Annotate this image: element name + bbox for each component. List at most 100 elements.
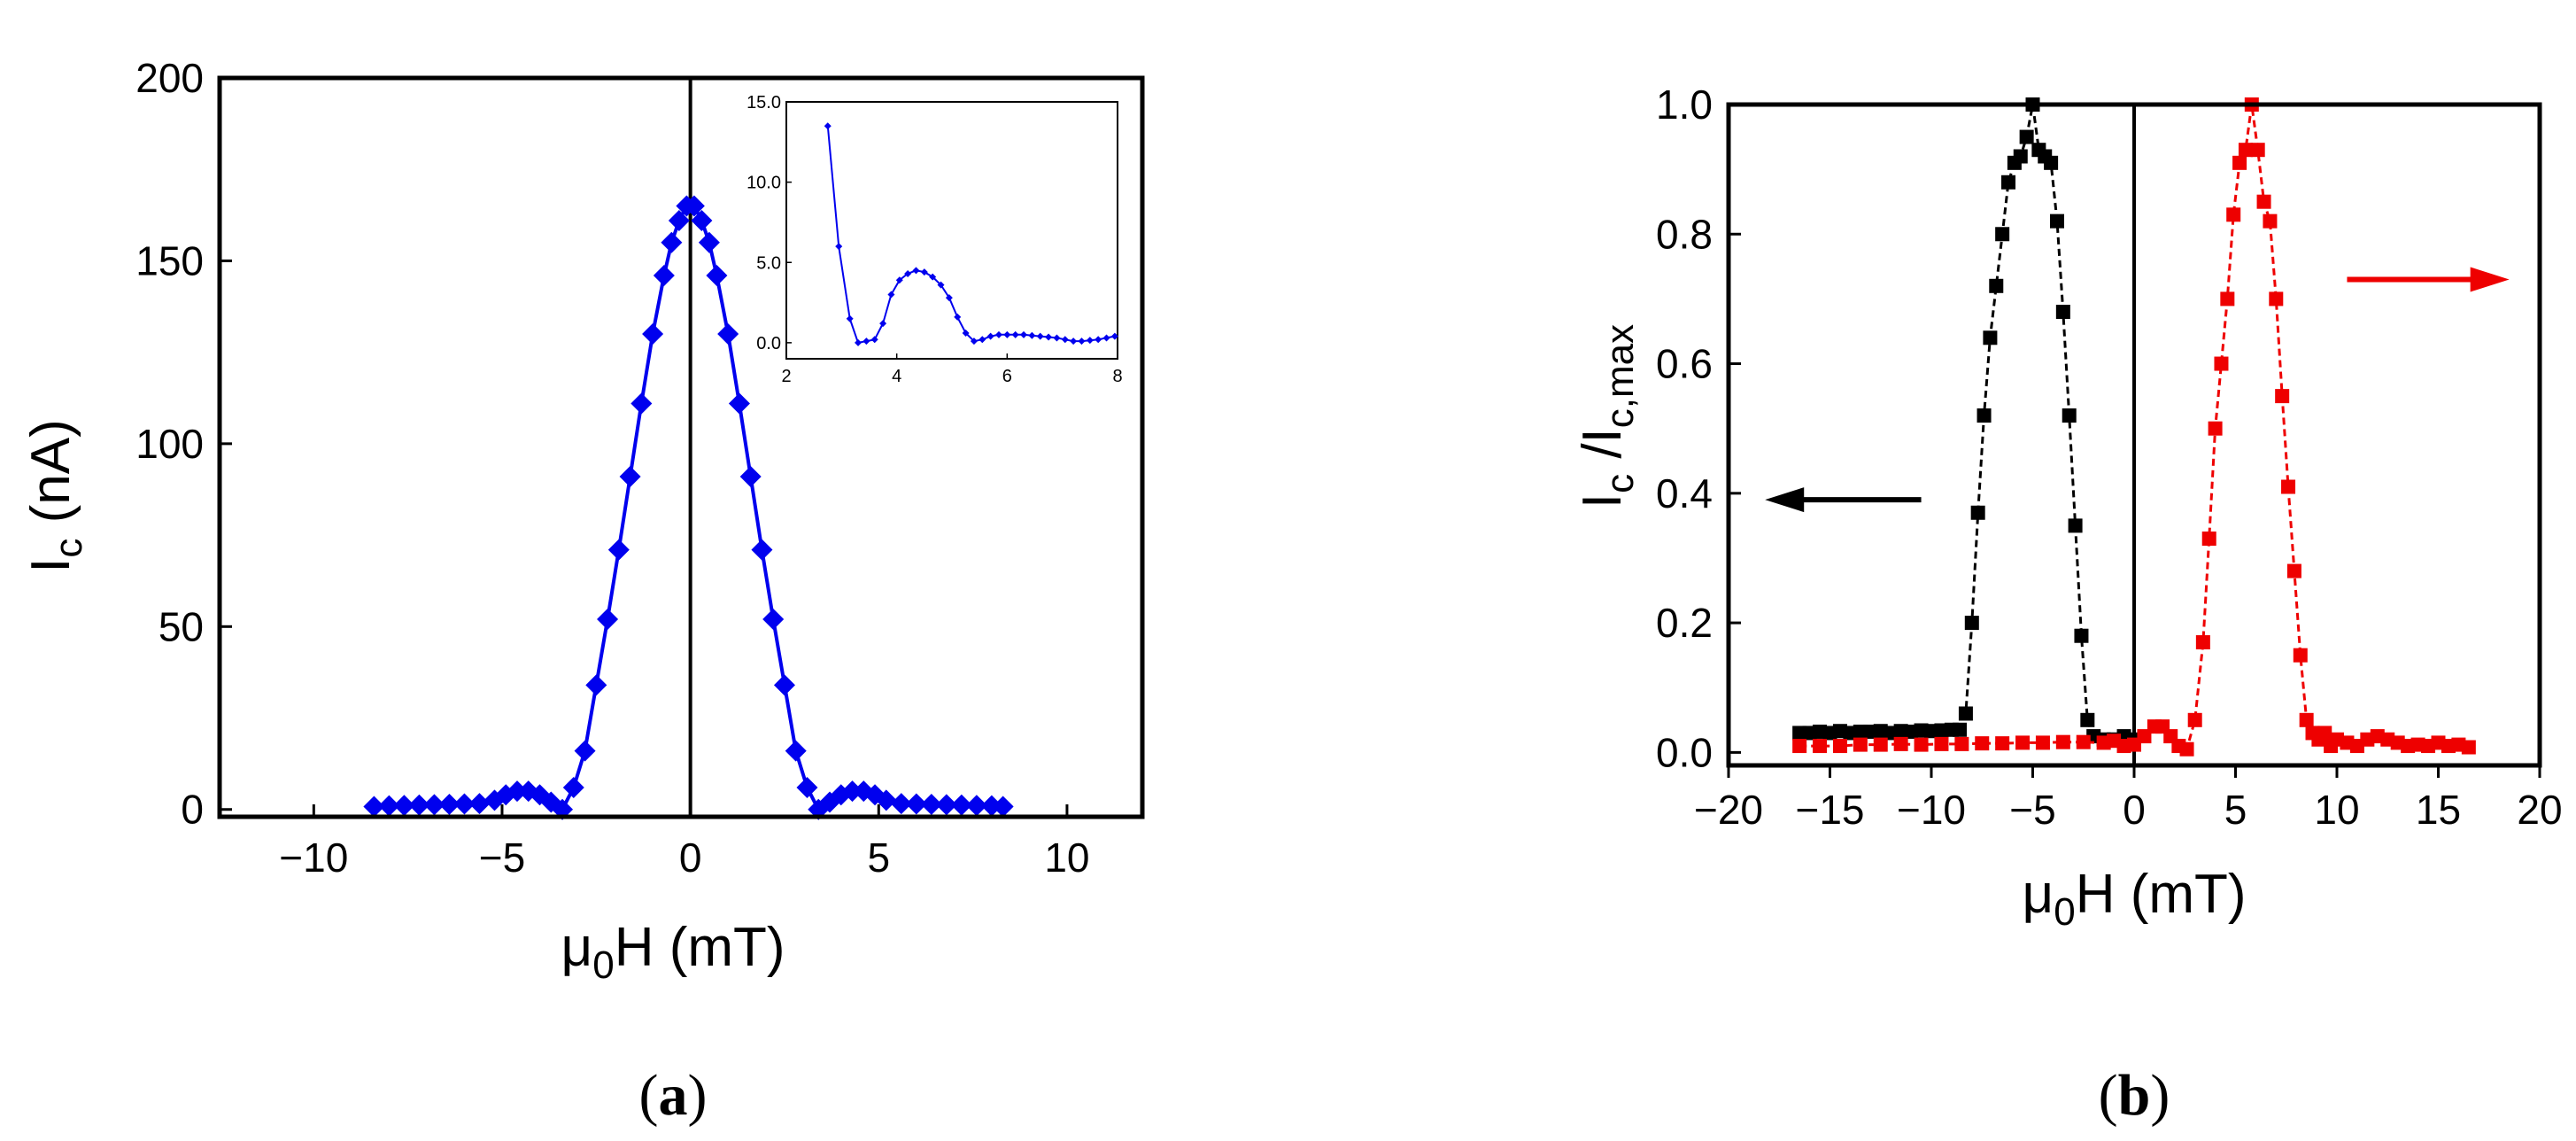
chart-a-inset-point (846, 314, 854, 322)
chart-a-point (728, 392, 750, 415)
chart-a-inset-point (835, 243, 843, 251)
chart-a-inset-point (863, 338, 870, 345)
chart-a-point (698, 231, 720, 253)
chart-a-inset-point (1110, 332, 1118, 340)
chart-b-point (1813, 739, 1828, 754)
chart-a-axes-frame (217, 75, 1145, 819)
chart-b-point (2074, 628, 2089, 643)
chart-b-ytick-label: 0.6 (1656, 341, 1713, 387)
chart-a-inset-point (855, 338, 863, 346)
chart-b-point (2226, 207, 2241, 222)
chart-a-ytick-label: 50 (159, 603, 204, 649)
chart-a-inset-point (904, 269, 912, 277)
chart-a-inset-point (870, 336, 878, 344)
chart-b-point (2214, 356, 2229, 371)
chart-a-point (630, 392, 653, 415)
chart-b-point (2201, 532, 2216, 547)
chart-b-arrow-head (1765, 487, 1805, 513)
chart-a-inset-ticks: 2 4 6 8 0.0 5.0 10.0 15.0 (746, 93, 1123, 386)
chart-a-point (717, 323, 739, 345)
chart-b-axes-frame (1726, 102, 2542, 768)
chart-a-ytick-label: 150 (135, 237, 204, 283)
caption-a: (a) (639, 1063, 708, 1128)
chart-b-point (2001, 175, 2016, 190)
chart-a-point (875, 789, 897, 811)
chart-b-point (2195, 635, 2210, 650)
chart-a-point (393, 795, 415, 817)
chart-b-point (1976, 408, 1992, 423)
chart-b-point (2275, 389, 2290, 404)
chart-b-point (2035, 735, 2050, 750)
chart-b-point (2286, 563, 2301, 578)
chart-b-point (1873, 737, 1888, 752)
chart-a-point (619, 466, 641, 488)
chart-b-point (1989, 278, 2004, 293)
chart-a-point (905, 793, 927, 815)
chart-b-point (2263, 213, 2278, 229)
chart-b-point (1970, 505, 1985, 520)
chart-b-point (1995, 736, 2010, 751)
chart-a-inset-point (970, 338, 978, 345)
chart-a-inset-point (945, 294, 953, 302)
chart-b-point (2062, 408, 2077, 423)
chart-a-inset-point (954, 313, 962, 321)
chart-b-point (2055, 305, 2070, 320)
chart-b-point (2293, 648, 2308, 663)
chart-b-xtick-label: 20 (2517, 787, 2562, 833)
chart-a-ytick-label: 200 (135, 55, 204, 101)
chart-a-inset: 2 4 6 8 0.0 5.0 10.0 15.0 (746, 93, 1123, 386)
chart-b-xtick-label: 10 (2314, 787, 2359, 833)
chart-a-xtick-label: −5 (479, 834, 525, 881)
chart-a-inset-point (912, 267, 920, 275)
chart-a-inset-xtick-label: 6 (1002, 367, 1012, 386)
chart-b-point (2238, 143, 2253, 158)
chart-a-inset-point (1078, 338, 1086, 345)
chart-a-inset-point (920, 268, 928, 276)
chart-a-inset-point (887, 291, 895, 299)
chart-a-ytick-label: 0 (181, 787, 204, 833)
chart-a-inset-xtick-label: 2 (781, 367, 791, 386)
chart-a-point (920, 793, 942, 815)
chart-a-point (691, 210, 713, 232)
chart-a-point (363, 796, 385, 818)
chart-b-point (2055, 734, 2070, 749)
chart-a-point (841, 780, 863, 803)
chart-b-point (1958, 706, 1973, 721)
chart-a-inset-series (824, 122, 1118, 346)
chart-a-point (653, 264, 675, 286)
chart-a-inset-point (1045, 333, 1053, 341)
chart-a-point (935, 794, 957, 816)
chart-a-inset-point (879, 320, 887, 328)
chart-a-point (762, 609, 785, 631)
chart-b-point (2080, 712, 2095, 727)
chart-b-point (2256, 194, 2271, 209)
chart-a-inset-point (1070, 338, 1078, 345)
chart-a-point (468, 793, 491, 815)
chart-b-ticks: −20 −15 −10 −5 0 5 10 15 20 0.0 0.2 0.4 0.6 0.8 1.0 (1656, 82, 2563, 833)
chart-a-point (773, 674, 795, 696)
chart-b-point (1792, 739, 1807, 754)
chart-a-point (506, 780, 528, 803)
chart-b-point (2281, 479, 2296, 494)
chart-a-inset-point (1003, 330, 1011, 338)
chart-b-xtick-label: −10 (1897, 787, 1966, 833)
chart-a-inset-point (1061, 336, 1069, 344)
chart-b-ytick-label: 0.8 (1656, 211, 1713, 257)
chart-b: −20 −15 −10 −5 0 5 10 15 20 0.0 0.2 0.4 0.6 0.8 1.0 Ic… (1572, 82, 2563, 1128)
chart-a-inset-point (1028, 331, 1036, 339)
chart-b-xtick-label: 0 (2123, 787, 2146, 833)
chart-b-point (1995, 227, 2010, 242)
chart-b-point (2015, 735, 2031, 750)
chart-a-xtick-label: 5 (867, 834, 890, 881)
chart-a-inset-point (1102, 334, 1110, 342)
chart-a-point (585, 674, 607, 696)
chart-a-inset-point (937, 281, 945, 289)
chart-b-point (2317, 726, 2332, 741)
chart-b-point (1893, 736, 1908, 751)
chart-b-point (2049, 213, 2064, 229)
chart-a-inset-ytick-label: 0.0 (756, 334, 781, 353)
chart-b-ytick-label: 1.0 (1656, 82, 1713, 128)
chart-a-inset-point (1053, 334, 1061, 342)
